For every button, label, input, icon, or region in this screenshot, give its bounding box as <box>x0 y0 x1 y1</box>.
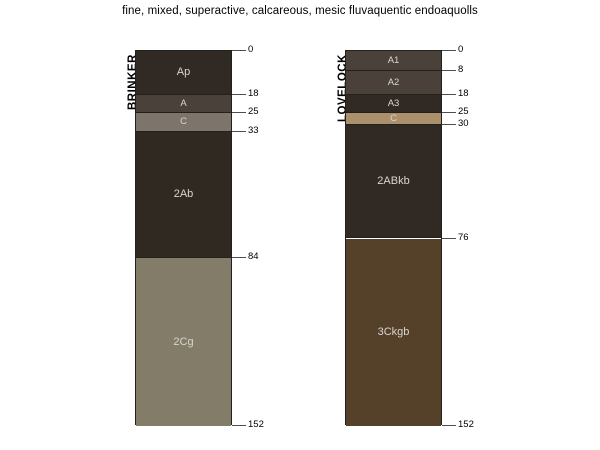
depth-tick <box>442 425 456 426</box>
horizon-lovelock-a1: A1 <box>346 51 441 71</box>
horizon-lovelock-c: C <box>346 112 441 125</box>
depth-tick-label: 84 <box>248 251 259 263</box>
depth-tick <box>442 69 456 71</box>
depth-tick-label: 152 <box>248 419 264 430</box>
depth-tick-label: 18 <box>458 88 469 100</box>
horizon-brinker-a: A <box>136 95 231 113</box>
horizon-label: 3Ckgb <box>377 325 410 338</box>
depth-tick <box>232 425 246 426</box>
depth-tick <box>442 237 456 239</box>
horizon-lovelock-a3: A3 <box>346 95 441 113</box>
depth-tick-label: 0 <box>458 44 464 55</box>
page-title: fine, mixed, superactive, calcareous, me… <box>122 5 478 17</box>
depth-tick-label: 25 <box>248 105 259 117</box>
horizon-label: Ap <box>176 66 191 79</box>
depth-tick <box>232 94 246 96</box>
depth-tick <box>442 50 456 51</box>
depth-tick <box>232 131 246 133</box>
depth-axis-brinker: 0 18 25 33 84 152 <box>232 45 292 429</box>
depth-tick <box>232 50 246 51</box>
horizon-label: A1 <box>387 54 400 66</box>
horizon-label: 2Cg <box>173 335 194 348</box>
horizon-label: A2 <box>387 76 400 88</box>
depth-axis-lovelock: 0 8 18 25 30 76 152 <box>442 45 502 429</box>
depth-tick <box>232 111 246 113</box>
profile-column-brinker: Ap A C 2Ab 2Cg <box>135 50 232 426</box>
depth-tick-label: 18 <box>248 88 259 100</box>
depth-tick-label: 76 <box>458 231 469 243</box>
depth-tick-label: 25 <box>458 105 469 117</box>
horizon-label: A3 <box>387 97 400 109</box>
horizon-brinker-c: C <box>136 112 231 133</box>
profile-column-lovelock: A1 A2 A3 C 2ABkb 3Ckgb <box>345 50 442 426</box>
horizon-label: 2Ab <box>173 188 194 201</box>
depth-tick <box>442 94 456 96</box>
horizon-lovelock-a2: A2 <box>346 70 441 96</box>
depth-tick-label: 33 <box>248 125 259 137</box>
horizon-brinker-2cg: 2Cg <box>136 258 231 426</box>
horizon-label: C <box>180 116 187 128</box>
depth-tick-label: 8 <box>458 63 464 75</box>
depth-tick-label: 0 <box>248 44 254 55</box>
horizon-brinker-ap: Ap <box>136 51 231 96</box>
horizon-label: C <box>390 112 397 124</box>
horizon-brinker-2ab: 2Ab <box>136 132 231 259</box>
depth-tick <box>442 111 456 113</box>
depth-tick-label: 152 <box>458 419 474 430</box>
depth-tick <box>442 124 456 125</box>
horizon-label: A <box>180 97 187 109</box>
horizon-label: 2ABkb <box>377 174 410 187</box>
horizon-lovelock-2abkb: 2ABkb <box>346 125 441 239</box>
depth-tick-label: 30 <box>458 118 469 129</box>
horizon-lovelock-3ckgb: 3Ckgb <box>346 238 441 426</box>
depth-tick <box>232 257 246 259</box>
